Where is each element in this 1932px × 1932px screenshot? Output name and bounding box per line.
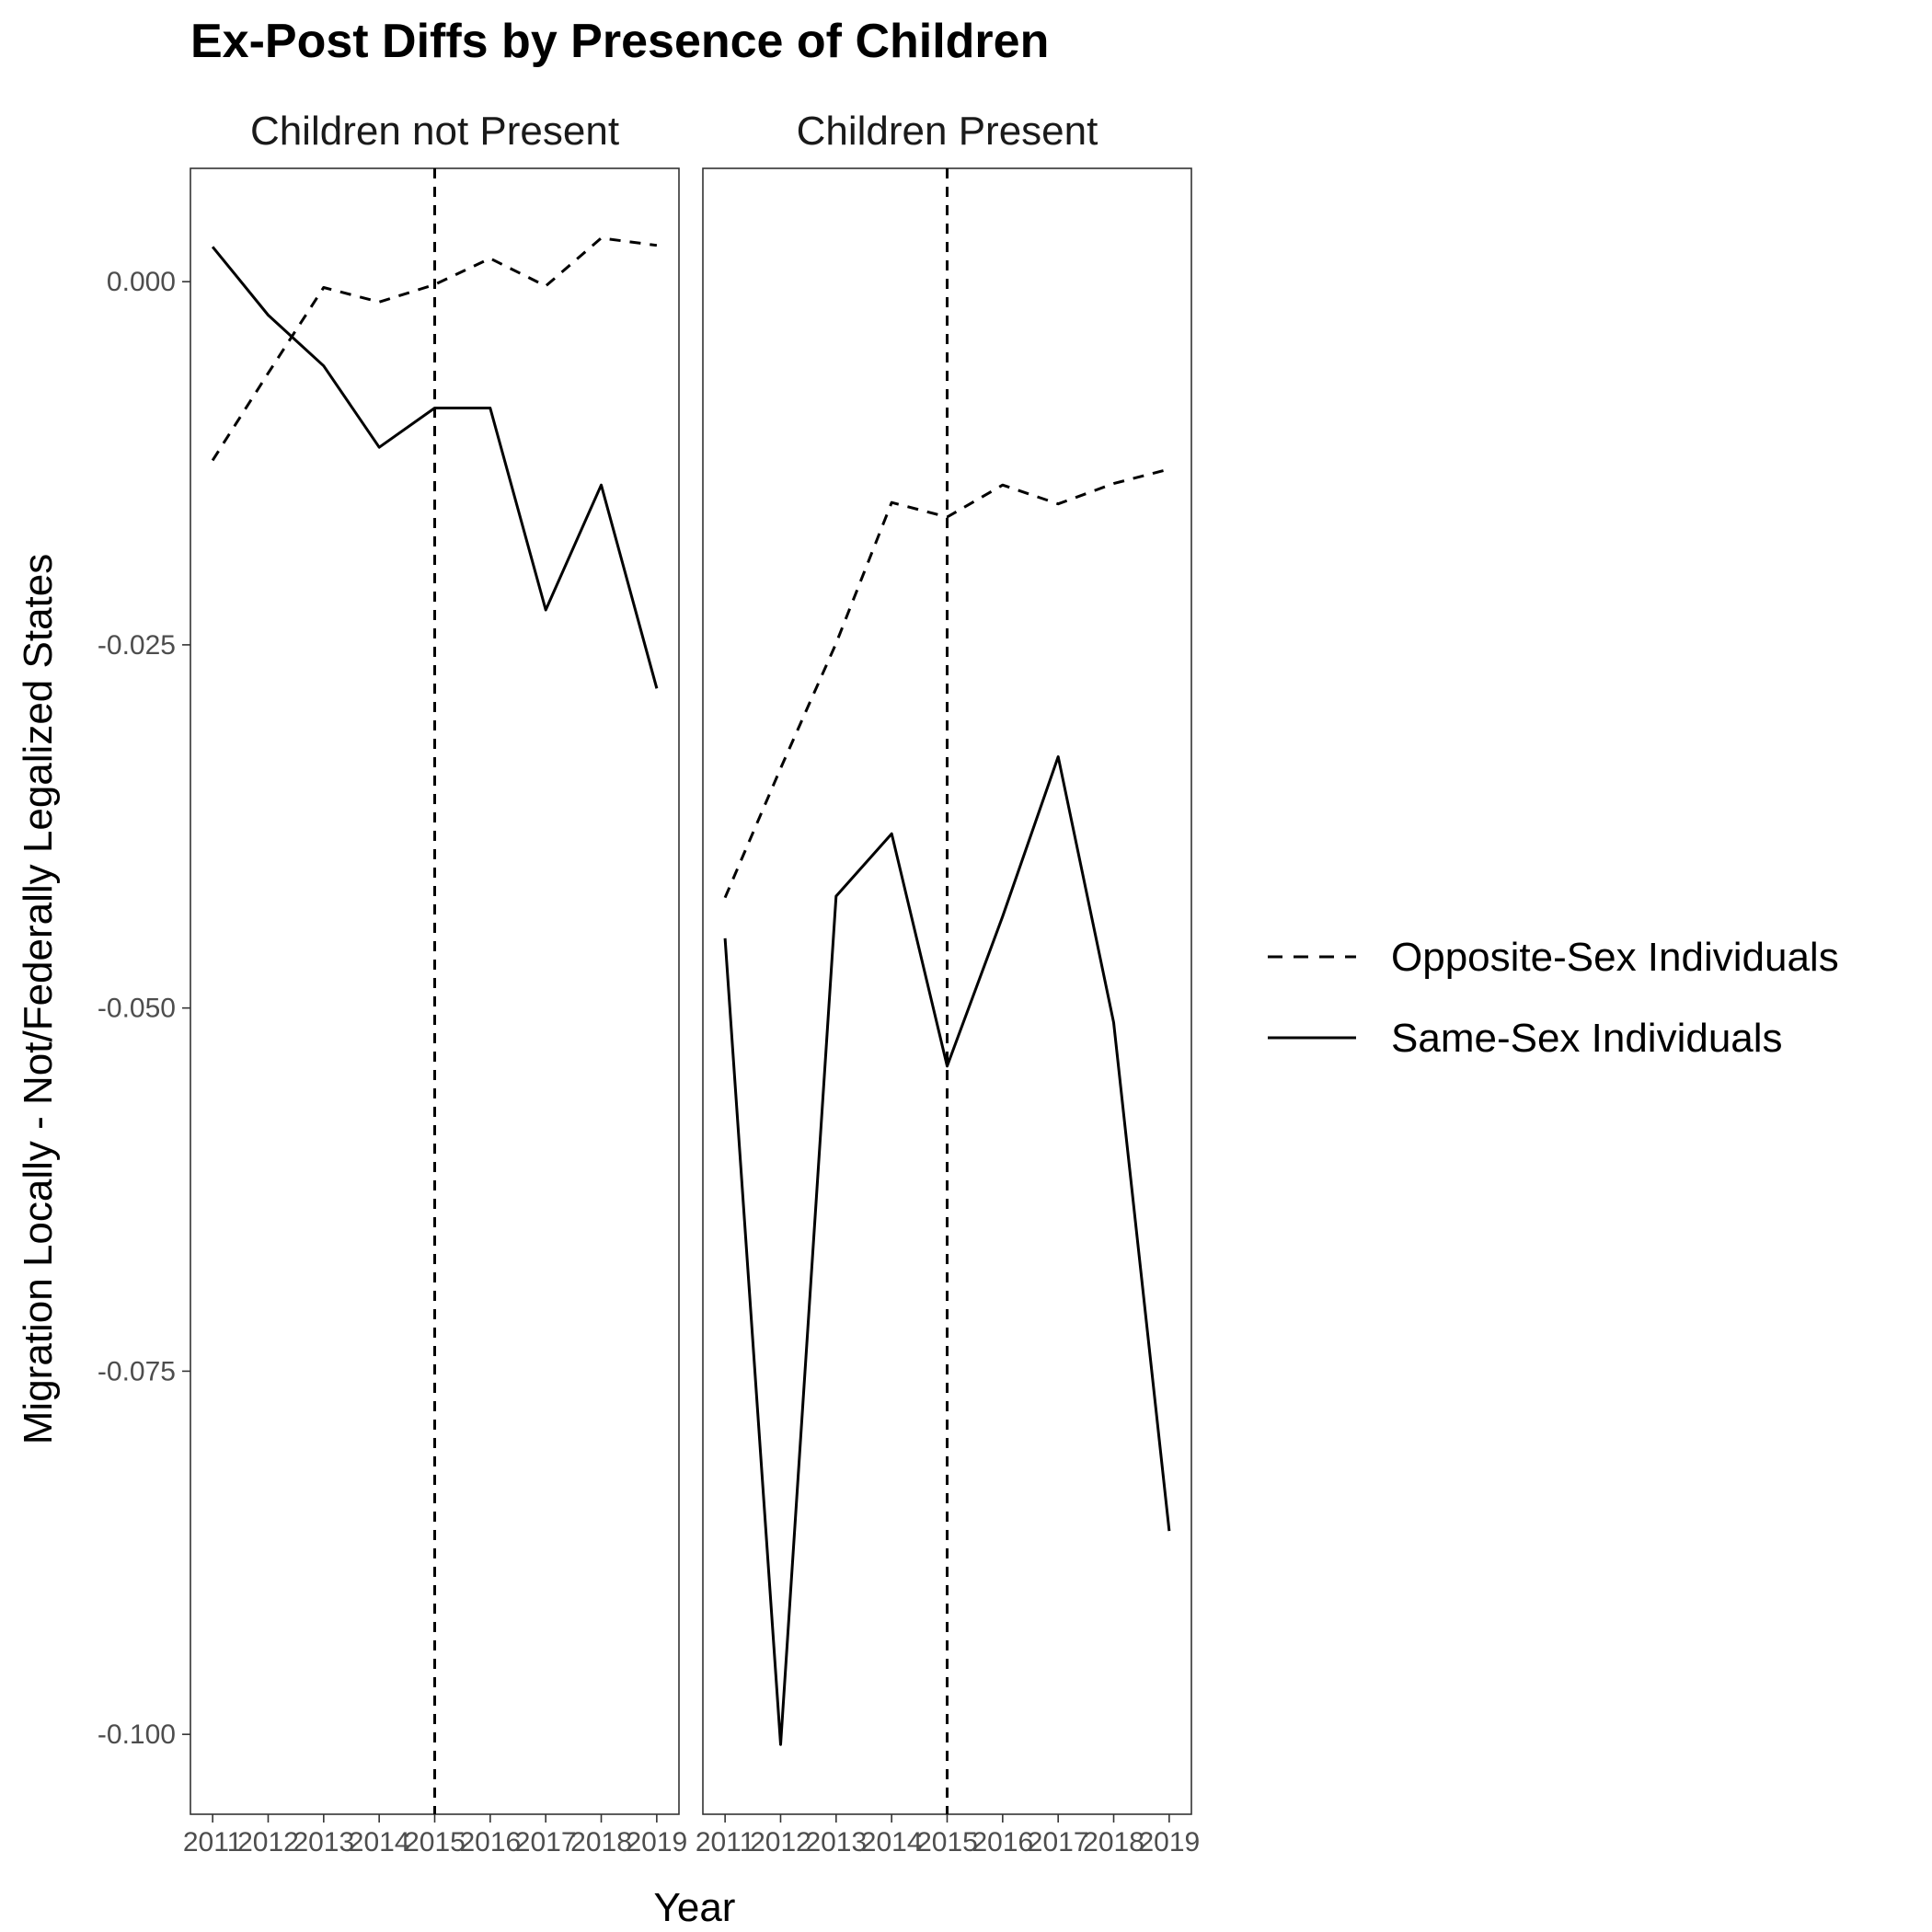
legend-label: Same-Sex Individuals	[1391, 1016, 1783, 1061]
legend-label: Opposite-Sex Individuals	[1391, 935, 1839, 980]
y-tick-label: 0.000	[107, 267, 176, 297]
x-axis-title: Year	[654, 1885, 736, 1930]
same-sex-line	[211, 246, 659, 689]
same-sex-line	[723, 755, 1171, 1746]
x-tick-label: 2012	[237, 1827, 299, 1857]
x-tick-label: 2016	[459, 1827, 521, 1857]
strip-label: Children Present	[797, 109, 1098, 154]
opposite-sex-line	[211, 236, 658, 462]
x-tick-label: 2014	[861, 1827, 923, 1857]
x-tick-label: 2019	[626, 1827, 687, 1857]
x-tick-label: 2013	[293, 1827, 354, 1857]
y-tick-label: -0.025	[98, 630, 176, 661]
y-tick-label: -0.100	[98, 1719, 176, 1750]
x-tick-label: 2018	[1083, 1827, 1144, 1857]
x-tick-label: 2016	[972, 1827, 1033, 1857]
opposite-sex-line	[723, 467, 1170, 899]
chart-title: Ex-Post Diffs by Presence of Children	[190, 15, 1049, 68]
panel-2: Children Present 201120122013201420152016…	[696, 109, 1200, 1857]
y-tick-label: -0.050	[98, 994, 176, 1024]
x-tick-label: 2014	[349, 1827, 410, 1857]
legend: Opposite-Sex Individuals Same-Sex Individ…	[1268, 935, 1839, 1061]
y-axis: 0.000 -0.025 -0.050 -0.075 -0.100	[98, 267, 190, 1750]
facet-panels: Children not Present20112012201320142015…	[183, 109, 1200, 1857]
x-tick-label: 2012	[750, 1827, 811, 1857]
y-tick-label: -0.075	[98, 1356, 176, 1386]
x-tick-label: 2017	[1028, 1827, 1089, 1857]
panel-1: Children not Present 20112012201320142015…	[183, 109, 687, 1857]
x-tick-label: 2019	[1138, 1827, 1200, 1857]
x-tick-label: 2011	[183, 1827, 243, 1857]
x-tick-label: 2018	[570, 1827, 632, 1857]
x-tick-label: 2017	[515, 1827, 577, 1857]
x-tick-label: 2015	[404, 1827, 466, 1857]
x-tick-label: 2011	[696, 1827, 755, 1857]
strip-label: Children not Present	[250, 109, 619, 154]
x-tick-label: 2013	[805, 1827, 867, 1857]
x-tick-label: 2015	[916, 1827, 978, 1857]
y-axis-title: Migration Locally - Not/Federally Legali…	[16, 554, 61, 1444]
